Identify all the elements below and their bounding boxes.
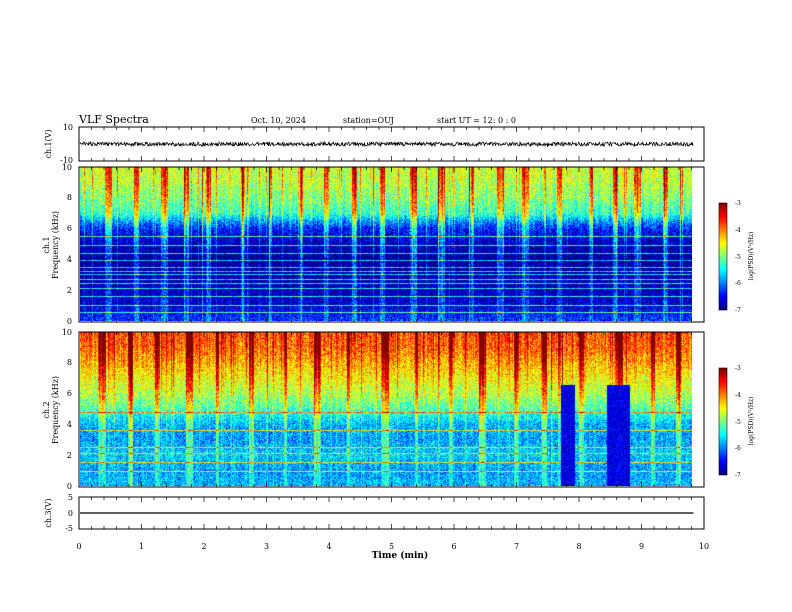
ch1-cbar-tick-m5: -5: [735, 254, 741, 261]
ch1-spectrogram-panel: 0 2 4 6 8 10 ch.1 Frequency (kHz): [42, 163, 704, 326]
time-tick-label-7: 7: [514, 542, 519, 551]
time-tick-label-0: 0: [76, 542, 81, 551]
ch2-spectrogram-ylabel-channel: ch.2: [42, 401, 51, 418]
ch2-ytick-10: 10: [62, 328, 72, 337]
ch1-colorbar-image: [719, 203, 727, 310]
ch1-spectrogram-image: [80, 167, 692, 321]
time-tick-label-3: 3: [264, 542, 269, 551]
ch1-ytick-6: 6: [67, 224, 72, 233]
time-tick-label-8: 8: [576, 542, 581, 551]
header-date: Oct. 10, 2024: [251, 116, 306, 125]
ch1-ytick-8: 8: [67, 193, 72, 202]
time-tick-label-2: 2: [201, 542, 206, 551]
time-tick-label-1: 1: [139, 542, 144, 551]
ch1-waveform-ylabel: ch.1(V): [44, 129, 53, 158]
time-tick-label-9: 9: [639, 542, 644, 551]
ch1-colorbar-label: log(PSD)(V²/Hz): [748, 232, 755, 281]
ch2-spectrogram-panel: 0 2 4 6 8 10 ch.2 Frequency (kHz): [42, 328, 704, 491]
ch3-ytick-top: 5: [68, 493, 73, 502]
ch2-ytick-8: 8: [67, 358, 72, 367]
ch1-ytick-4: 4: [67, 255, 72, 264]
ch1-ytick-top: 10: [63, 123, 73, 132]
time-tick-label-10: 10: [699, 542, 709, 551]
ch2-colorbar-label: log(PSD)(V²/Hz): [748, 397, 755, 446]
ch1-cbar-tick-m7: -7: [735, 307, 741, 314]
figure-title: VLF Spectra: [78, 113, 149, 126]
time-tick-label-5: 5: [389, 542, 394, 551]
ch1-ytick-0: 0: [67, 317, 72, 326]
ch2-cbar-tick-m6: -6: [735, 445, 741, 452]
ch2-cbar-tick-m4: -4: [735, 392, 741, 399]
ch2-ytick-2: 2: [67, 451, 72, 460]
header-start-ut: start UT = 12: 0 : 0: [437, 116, 516, 125]
ch2-ytick-4: 4: [67, 420, 72, 429]
ch2-colorbar-image: [719, 368, 727, 475]
ch1-ytick-10: 10: [62, 163, 72, 172]
time-axis-label: Time (min): [372, 550, 429, 561]
header-station: station=OUJ: [343, 116, 394, 125]
ch3-ytick-mid: 0: [68, 509, 73, 518]
ch1-spectrogram-ylabel-channel: ch.1: [42, 236, 51, 253]
ch1-cbar-tick-m6: -6: [735, 280, 741, 287]
ch2-cbar-tick-m5: -5: [735, 419, 741, 426]
ch2-cbar-tick-m7: -7: [735, 472, 741, 479]
ch2-cbar-tick-m3: -3: [735, 365, 741, 372]
time-tick-label-4: 4: [326, 542, 331, 551]
ch2-ytick-6: 6: [67, 389, 72, 398]
time-tick-label-6: 6: [451, 542, 456, 551]
ch3-ytick-bottom: -5: [65, 524, 73, 533]
ch2-spectrogram-ylabel-frequency: Frequency (kHz): [51, 376, 60, 444]
ch1-cbar-tick-m4: -4: [735, 227, 741, 234]
ch2-ytick-0: 0: [67, 482, 72, 491]
ch1-spectrogram-ylabel-frequency: Frequency (kHz): [51, 211, 60, 279]
ch2-spectrogram-image: [80, 332, 692, 486]
ch1-cbar-tick-m3: -3: [735, 200, 741, 207]
ch3-waveform-ylabel: ch.3(V): [44, 498, 53, 527]
ch1-ytick-2: 2: [67, 286, 72, 295]
